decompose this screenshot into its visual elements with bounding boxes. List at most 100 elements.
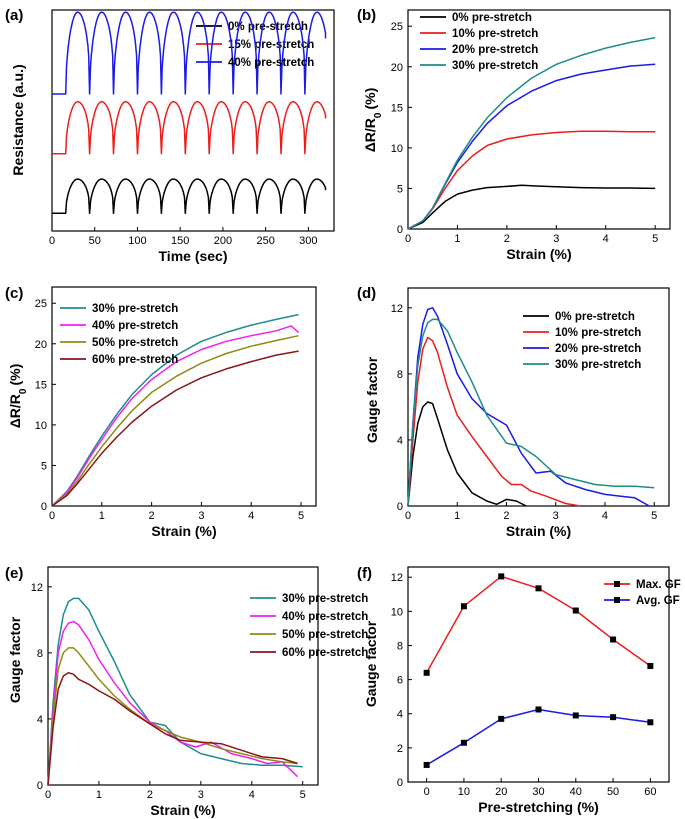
series-line	[51, 334, 299, 507]
x-tick-label: 4	[248, 510, 254, 522]
y-axis-label: ΔR/R0(%)	[362, 88, 384, 153]
y-tick-label: 0	[397, 224, 403, 236]
x-tick-label: 5	[652, 233, 658, 245]
x-tick-label: 10	[458, 786, 470, 798]
y-axis-label-subscript: 0	[373, 112, 384, 118]
legend-marker	[614, 597, 620, 603]
data-point	[498, 573, 505, 580]
legend-label: 20% pre-stretch	[452, 44, 538, 56]
x-tick-label: 0	[424, 786, 430, 798]
y-axis-label: Gauge factor	[364, 356, 380, 443]
data-point	[498, 715, 505, 722]
y-axis-label-subscript: 0	[18, 388, 29, 394]
x-tick-label: 50	[607, 786, 619, 798]
y-tick-label: 0	[41, 501, 47, 513]
data-point	[647, 662, 654, 669]
legend-label: Max. GF	[636, 579, 681, 591]
data-point	[423, 669, 430, 676]
legend-marker	[614, 581, 620, 587]
series-line	[51, 313, 299, 507]
x-tick-label: 30	[532, 786, 544, 798]
x-tick-label: 40	[570, 786, 582, 798]
x-tick-label: 5	[651, 510, 657, 522]
x-axis-label: Pre-stretching (%)	[478, 799, 599, 815]
x-tick-label: 2	[503, 510, 509, 522]
x-tick-label: 200	[214, 235, 232, 247]
legend-label: 10% pre-stretch	[452, 28, 538, 40]
x-tick-label: 1	[99, 510, 105, 522]
legend-label: Avg. GF	[636, 595, 680, 607]
y-tick-label: 20	[35, 339, 47, 351]
x-tick-label: 0	[49, 235, 55, 247]
y-tick-label: 0	[397, 777, 403, 789]
series-line	[407, 63, 656, 230]
data-point	[610, 714, 617, 721]
y-tick-label: 10	[35, 420, 47, 432]
x-tick-label: 3	[553, 233, 559, 245]
x-tick-label: 150	[171, 235, 189, 247]
x-tick-label: 3	[198, 789, 204, 801]
series-line	[47, 647, 298, 786]
x-tick-label: 4	[603, 233, 609, 245]
legend-label: 50% pre-stretch	[282, 629, 368, 641]
x-axis-label: Strain (%)	[506, 246, 571, 262]
y-tick-label: 12	[391, 572, 403, 584]
plot-frame	[51, 286, 317, 507]
x-tick-label: 0	[405, 233, 411, 245]
x-tick-label: 4	[602, 510, 608, 522]
x-tick-label: 60	[644, 786, 656, 798]
panel-label: (d)	[357, 285, 376, 302]
x-tick-label: 0	[405, 510, 411, 522]
series-line	[52, 11, 327, 95]
x-tick-label: 50	[89, 235, 101, 247]
x-tick-label: 0	[49, 510, 55, 522]
series-line	[51, 325, 300, 507]
x-tick-label: 4	[249, 789, 255, 801]
legend-label: 0% pre-stretch	[555, 311, 635, 323]
y-tick-label: 8	[397, 369, 403, 381]
x-tick-label: 5	[298, 510, 304, 522]
y-tick-label: 4	[37, 714, 43, 726]
x-axis-label: Strain (%)	[150, 802, 215, 818]
series-line	[407, 184, 656, 230]
y-tick-label: 0	[37, 780, 43, 792]
data-point	[647, 719, 654, 726]
data-point	[610, 636, 617, 643]
x-tick-label: 2	[147, 789, 153, 801]
series-line	[407, 318, 655, 507]
x-axis-label: Time (sec)	[159, 248, 228, 264]
data-point	[535, 585, 542, 592]
x-tick-label: 1	[454, 233, 460, 245]
y-axis-label: ΔR/R0(%)	[7, 364, 29, 429]
x-tick-label: 20	[495, 786, 507, 798]
y-tick-label: 4	[397, 709, 403, 721]
legend-label: 10% pre-stretch	[555, 327, 641, 339]
panel-label: (b)	[357, 7, 376, 24]
y-tick-label: 25	[35, 298, 47, 310]
y-tick-label: 8	[397, 640, 403, 652]
x-tick-label: 2	[149, 510, 155, 522]
x-tick-label: 100	[128, 235, 146, 247]
chart-panel-f: (f) 0 10 20 30 40 50 60 0 2 4 6 8 10 12 Pre-stretching …	[357, 565, 681, 815]
series-line	[52, 100, 327, 155]
series-line	[407, 336, 581, 507]
plot-frame	[47, 566, 319, 786]
y-axis-label: Resistance (a.u.)	[10, 64, 26, 175]
legend-label: 40% pre-stretch	[228, 57, 314, 69]
legend-label: 30% pre-stretch	[452, 60, 538, 72]
plot-frame	[407, 9, 671, 230]
y-tick-label: 5	[397, 183, 403, 195]
legend-label: 30% pre-stretch	[92, 303, 178, 315]
series-line	[426, 708, 651, 766]
y-axis-label: Gauge factor	[7, 616, 23, 703]
legend-label: 60% pre-stretch	[282, 647, 368, 659]
y-tick-label: 2	[397, 743, 403, 755]
y-tick-label: 4	[397, 435, 403, 447]
series-line	[47, 671, 298, 786]
x-tick-label: 1	[454, 510, 460, 522]
series-line	[51, 350, 299, 507]
legend-label: 0% pre-stretch	[452, 12, 532, 24]
y-tick-label: 10	[391, 606, 403, 618]
